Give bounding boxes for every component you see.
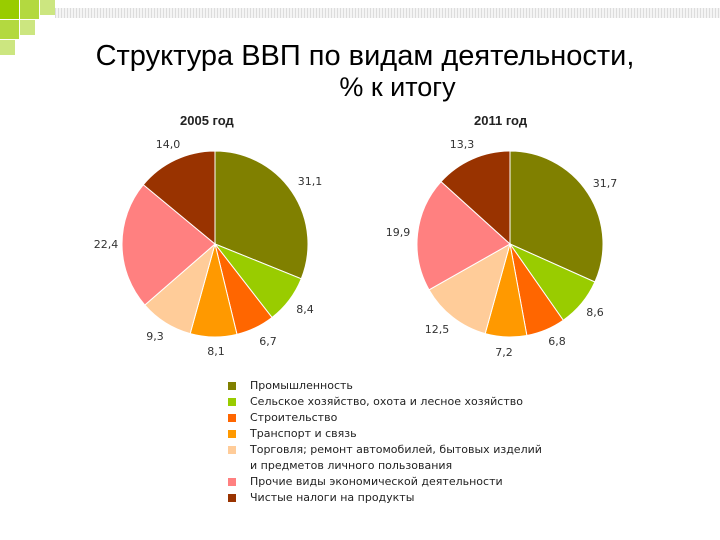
decor-square-2 xyxy=(20,0,39,19)
legend-label: Промышленность xyxy=(250,379,353,392)
page-title-line2: % к итогу xyxy=(339,72,456,102)
decor-square-1 xyxy=(0,0,19,19)
page-title-line1: Структура ВВП по видам деятельности, xyxy=(95,40,635,72)
data-label-0-5: 22,4 xyxy=(94,238,119,251)
legend-label: Чистые налоги на продукты xyxy=(250,491,415,504)
data-label-1-3: 7,2 xyxy=(495,346,513,359)
decor-square-3 xyxy=(0,20,19,39)
decor-square-5 xyxy=(20,20,35,35)
legend-swatch xyxy=(228,494,236,502)
legend-item: Чистые налоги на продукты xyxy=(228,490,558,506)
pie-slice-0-5 xyxy=(121,184,216,306)
legend-item: Сельское хозяйство, охота и лесное хозяй… xyxy=(228,394,558,410)
legend-label: Транспорт и связь xyxy=(250,427,357,440)
legend-label: Торговля; ремонт автомобилей, бытовых из… xyxy=(250,443,542,472)
legend-swatch xyxy=(228,398,236,406)
legend-swatch xyxy=(228,414,236,422)
decor-square-4 xyxy=(40,0,55,15)
pie-title-2011: 2011 год xyxy=(474,113,528,128)
pie-slice-0-6 xyxy=(142,150,216,246)
legend-item: Прочие виды экономической деятельности xyxy=(228,474,558,490)
legend-swatch xyxy=(228,382,236,390)
data-label-1-4: 12,5 xyxy=(425,323,450,336)
legend-label: Прочие виды экономической деятельности xyxy=(250,475,503,488)
header-band xyxy=(55,8,720,18)
data-label-0-1: 8,4 xyxy=(296,303,314,316)
pie-slice-1-0 xyxy=(509,150,604,283)
legend-item: Транспорт и связь xyxy=(228,426,558,442)
decor-square-6 xyxy=(0,40,15,55)
legend-swatch xyxy=(228,446,236,454)
legend-item: Промышленность xyxy=(228,378,558,394)
pie-slice-1-6 xyxy=(440,150,511,246)
legend-swatch xyxy=(228,430,236,438)
legend-item: Торговля; ремонт автомобилей, бытовых из… xyxy=(228,442,558,474)
legend: Промышленность Сельское хозяйство, охота … xyxy=(228,378,558,506)
data-label-1-5: 19,9 xyxy=(386,226,411,239)
legend-label: Строительство xyxy=(250,411,338,424)
data-label-0-4: 9,3 xyxy=(146,330,164,343)
data-label-1-2: 6,8 xyxy=(548,335,566,348)
pie-slice-1-4 xyxy=(428,242,511,335)
legend-label: Сельское хозяйство, охота и лесное хозяй… xyxy=(250,395,523,408)
data-label-0-2: 6,7 xyxy=(259,335,277,348)
pie-slice-1-5 xyxy=(416,180,511,291)
legend-item: Строительство xyxy=(228,410,558,426)
data-label-1-1: 8,6 xyxy=(586,306,604,319)
data-label-1-0: 31,7 xyxy=(593,177,618,190)
pie-title-2005: 2005 год xyxy=(180,113,234,128)
data-label-1-6: 13,3 xyxy=(450,138,475,151)
data-label-0-0: 31,1 xyxy=(298,175,323,188)
data-label-0-3: 8,1 xyxy=(207,345,225,358)
data-label-0-6: 14,0 xyxy=(156,138,181,151)
pie-slice-0-0 xyxy=(214,150,309,280)
legend-swatch xyxy=(228,478,236,486)
